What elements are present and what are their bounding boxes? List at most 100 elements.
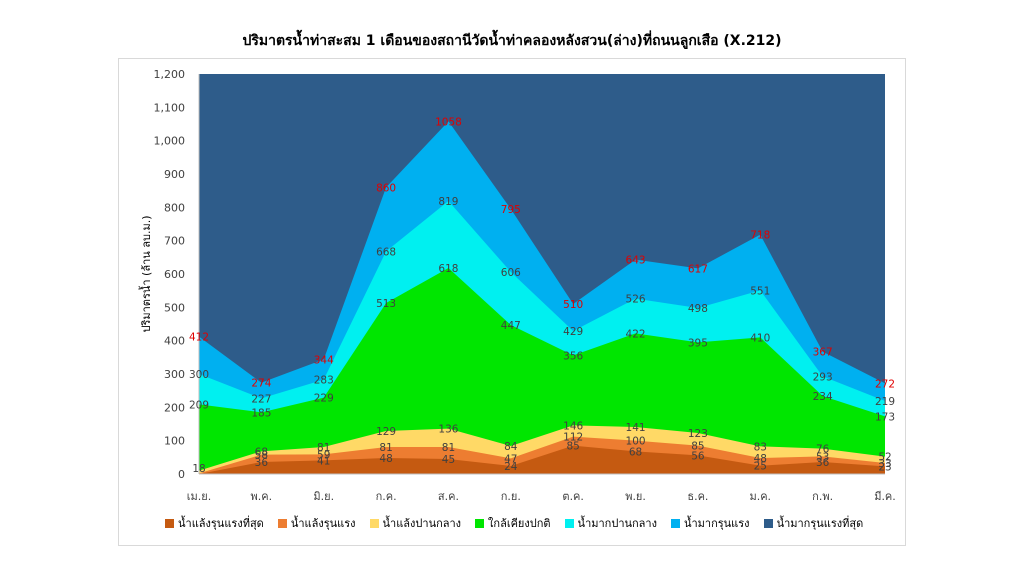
data-label: 429 <box>563 326 583 338</box>
data-label: 293 <box>813 371 833 383</box>
legend-item: น้ำมากปานกลาง <box>564 514 657 532</box>
y-tick-label: 800 <box>164 201 185 214</box>
data-label: 234 <box>813 391 833 403</box>
legend-item: น้ำมากรุนแรงที่สุด <box>763 514 864 532</box>
legend-label: น้ำมากปานกลาง <box>577 517 657 530</box>
legend-swatch <box>369 518 379 528</box>
x-tick-label: เม.ย. <box>187 490 211 503</box>
legend-swatch <box>564 518 574 528</box>
data-label: 344 <box>314 354 334 366</box>
legend-swatch <box>475 518 485 528</box>
legend-swatch <box>763 518 773 528</box>
data-label: 83 <box>754 441 767 453</box>
x-tick-label: ก.ค. <box>376 490 397 503</box>
data-label: 643 <box>626 255 646 267</box>
y-axis-label: ปริมาตรน้ำ (ล้าน ลบ.ม.) <box>138 215 153 332</box>
y-tick-label: 1,200 <box>154 68 186 81</box>
data-label: 84 <box>504 441 518 453</box>
data-label: 24 <box>504 461 518 473</box>
data-label: 860 <box>376 182 396 194</box>
legend-label: น้ำมากรุนแรง <box>683 517 750 530</box>
data-label: 68 <box>255 446 268 458</box>
data-label: 395 <box>688 337 708 349</box>
x-tick-label: ก.ย. <box>501 490 521 503</box>
x-tick-label: มิ.ย. <box>313 490 334 503</box>
x-tick-label: ก.พ. <box>812 490 833 503</box>
data-label: 36 <box>255 457 269 469</box>
data-label: 185 <box>251 407 271 419</box>
y-tick-label: 1,000 <box>154 135 186 148</box>
data-label: 146 <box>563 420 583 432</box>
data-label: 356 <box>563 350 583 362</box>
data-label: 81 <box>317 442 330 454</box>
data-label: 48 <box>754 453 767 465</box>
legend-item: น้ำแล้งปานกลาง <box>369 514 461 532</box>
y-tick-label: 0 <box>178 468 185 481</box>
data-label: 617 <box>688 263 708 275</box>
data-label: 136 <box>438 424 458 436</box>
data-label: 48 <box>379 453 392 465</box>
data-label: 718 <box>750 230 770 242</box>
data-label: 81 <box>442 442 455 454</box>
legend-swatch <box>277 518 287 528</box>
data-label: 526 <box>626 294 646 306</box>
data-label: 85 <box>691 441 704 453</box>
data-label: 219 <box>875 396 895 408</box>
data-label: 819 <box>438 196 458 208</box>
y-tick-label: 700 <box>164 235 185 248</box>
data-label: 141 <box>626 422 646 434</box>
data-label: 81 <box>379 442 392 454</box>
data-label: 209 <box>189 399 209 411</box>
y-tick-label: 300 <box>164 368 185 381</box>
data-label: 76 <box>816 444 830 456</box>
legend-swatch <box>165 518 174 528</box>
data-label: 129 <box>376 426 396 438</box>
x-tick-label: มี.ค. <box>874 490 896 503</box>
legend-item: น้ำมากรุนแรง <box>670 514 750 532</box>
data-label: 41 <box>317 455 330 467</box>
data-label: 227 <box>251 393 271 405</box>
data-label: 498 <box>688 303 708 315</box>
data-label: 52 <box>878 452 891 464</box>
y-tick-label: 400 <box>164 335 185 348</box>
data-label: 59 <box>317 449 330 461</box>
data-label: 112 <box>563 432 583 444</box>
legend: น้ำแล้งรุนแรงที่สุด น้ำแล้งรุนแรง น้ำแล้งป… <box>165 514 885 532</box>
legend-label: น้ำแล้งรุนแรง <box>290 517 356 530</box>
legend-item: ใกล้เคียงปกติ <box>475 514 551 532</box>
x-tick-label: ส.ค. <box>438 490 459 503</box>
data-label: 272 <box>875 378 895 390</box>
data-label: 36 <box>816 457 830 469</box>
data-label: 33 <box>878 458 891 470</box>
data-label: 274 <box>251 378 271 390</box>
data-label: 300 <box>189 369 209 381</box>
y-tick-label: 200 <box>164 401 185 414</box>
data-label: 45 <box>442 454 455 466</box>
legend-label: น้ำมากรุนแรงที่สุด <box>776 517 864 530</box>
data-label: 25 <box>754 461 767 473</box>
data-label: 23 <box>878 461 891 473</box>
x-tick-label: ต.ค. <box>562 490 584 503</box>
x-tick-label: พ.ย. <box>625 490 646 503</box>
data-label: 229 <box>314 393 334 405</box>
legend-item: น้ำแล้งรุนแรงที่สุด <box>165 514 264 532</box>
data-label: 447 <box>501 320 521 332</box>
data-label: 85 <box>566 441 579 453</box>
data-label: 513 <box>376 298 396 310</box>
data-label: 283 <box>314 375 334 387</box>
data-label: 123 <box>688 428 708 440</box>
y-tick-label: 1,100 <box>154 101 186 114</box>
area-4 <box>199 268 885 474</box>
y-tick-label: 500 <box>164 301 185 314</box>
data-label: 412 <box>189 332 209 344</box>
x-tick-label: ม.ค. <box>749 490 771 503</box>
data-label: 56 <box>691 450 705 462</box>
legend-swatch <box>670 518 680 528</box>
y-tick-label: 600 <box>164 268 185 281</box>
legend-label: ใกล้เคียงปกติ <box>488 517 551 530</box>
x-tick-label: พ.ค. <box>251 490 273 503</box>
data-label: 422 <box>626 328 646 340</box>
data-label: 68 <box>629 446 642 458</box>
chart-title: ปริมาตรน้ำท่าสะสม 1 เดือนของสถานีวัดน้ำท… <box>242 33 782 49</box>
data-label: 100 <box>626 436 646 448</box>
